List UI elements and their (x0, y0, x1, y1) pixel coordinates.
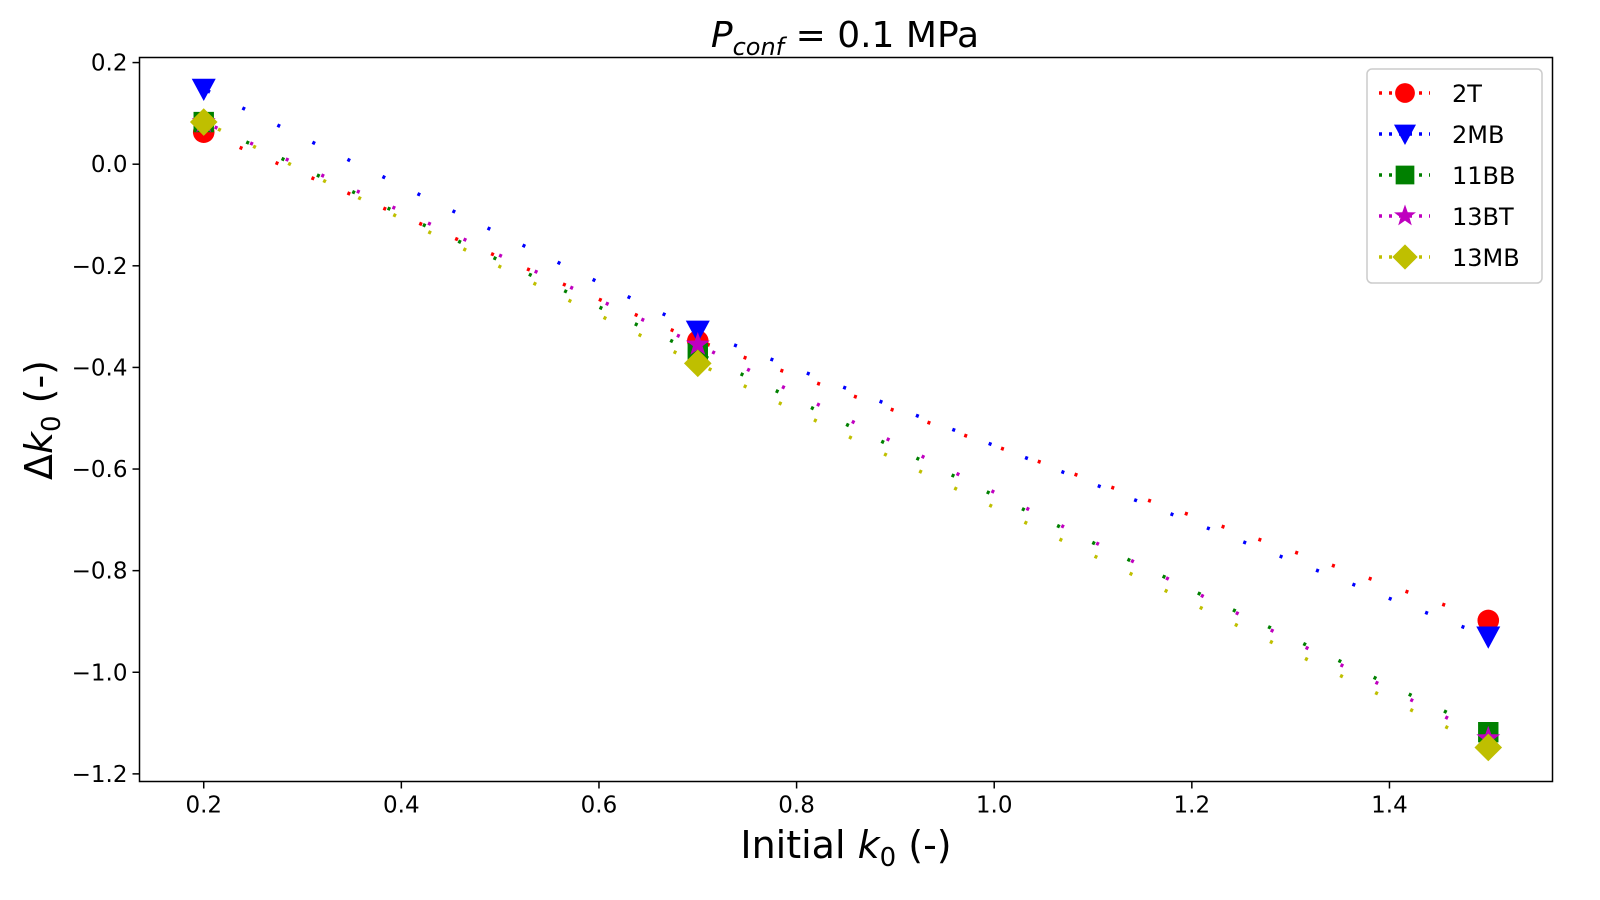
data-point-13MB-1 (189, 108, 218, 136)
data-point-2MB-3 (1476, 626, 1501, 649)
x-tick-label: 1.0 (976, 793, 1013, 819)
legend-item-2T: 2T (1379, 80, 1482, 108)
x-tick-label: 0.4 (383, 793, 420, 819)
y-tick-label: 0.2 (91, 51, 128, 77)
legend-item-13BT: 13BT (1379, 203, 1514, 231)
y-tick-label: 0.0 (91, 152, 128, 178)
legend-marker (1392, 244, 1418, 270)
plot-area (189, 78, 1503, 762)
y-tick-label: −0.6 (72, 457, 128, 483)
legend-item-13MB: 13MB (1379, 244, 1520, 272)
legend-label: 2MB (1452, 121, 1504, 149)
legend-item-11BB: 11BB (1379, 162, 1515, 190)
x-tick-label: 1.2 (1174, 793, 1211, 819)
legend-label: 13BT (1452, 203, 1514, 231)
chart-title: Pconf = 0.1 MPa (711, 15, 979, 61)
legend-marker (1395, 83, 1415, 103)
y-axis: 0.2 0.0 −0.2 −0.4 −0.6 −0.8 −1.0 −1.2 (72, 51, 140, 788)
x-tick-label: 0.6 (581, 793, 618, 819)
y-tick-label: −1.2 (72, 762, 128, 788)
legend-marker (1394, 204, 1416, 226)
legend-label: 11BB (1452, 162, 1515, 190)
y-tick-label: −1.0 (72, 660, 128, 686)
legend-marker (1394, 124, 1416, 145)
y-tick-label: −0.4 (72, 355, 128, 381)
legend: 2T 2MB 11BB 13BT 13MB (1366, 68, 1543, 284)
data-point-2MB-2 (685, 320, 710, 343)
x-tick-label: 0.2 (185, 793, 222, 819)
plot-frame (138, 56, 1554, 783)
data-point-13MB-3 (1474, 733, 1503, 762)
x-tick-label: 0.8 (778, 793, 815, 819)
data-point-2MB-1 (191, 78, 216, 102)
x-axis: 0.2 0.4 0.6 0.8 1.0 1.2 1.4 (185, 781, 1408, 819)
x-tick-label: 1.4 (1371, 793, 1408, 819)
legend-label: 13MB (1452, 244, 1520, 272)
x-axis-title: Initial k0 (-) (740, 823, 951, 873)
legend-box (1366, 68, 1543, 284)
y-axis-title: Δk0 (-) (17, 360, 67, 480)
y-tick-label: −0.8 (72, 559, 128, 585)
legend-marker (1395, 165, 1415, 185)
data-point-13BT-2 (685, 331, 710, 355)
data-point-2T-3 (1477, 609, 1500, 632)
data-point-13MB-2 (683, 349, 712, 378)
legend-item-2MB: 2MB (1379, 121, 1504, 149)
legend-label: 2T (1452, 80, 1482, 108)
y-tick-label: −0.2 (72, 254, 128, 280)
